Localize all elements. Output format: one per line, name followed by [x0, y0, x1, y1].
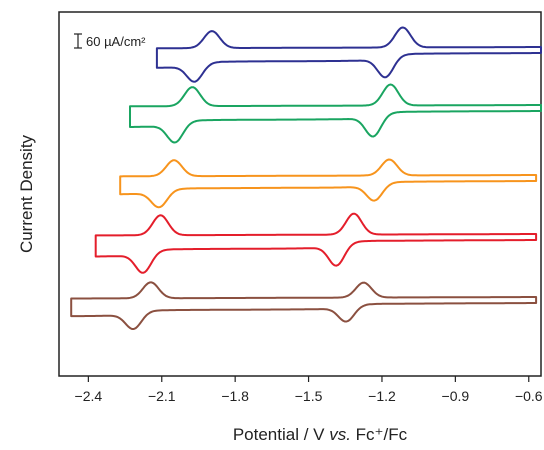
- x-tick-label: −1.2: [368, 388, 396, 404]
- cv-trace-1: [155, 26, 542, 83]
- cv-trace-2: [129, 83, 542, 144]
- x-tick-label: −2.1: [148, 388, 176, 404]
- x-tick-label: −0.6: [515, 388, 543, 404]
- x-axis-ticks: −2.4 −2.1 −1.8 −1.5 −1.2 −0.9 −0.6: [75, 376, 543, 404]
- x-tick-label: −0.9: [442, 388, 470, 404]
- x-axis-label: Potential / V vs. Fc⁺/Fc: [233, 425, 408, 444]
- x-tick-label: −2.4: [75, 388, 103, 404]
- plot-frame: [58, 11, 542, 377]
- scale-bar-label: 60 µA/cm²: [86, 34, 146, 49]
- x-axis-label-prefix: Potential / V: [233, 425, 329, 444]
- cv-trace-5: [70, 281, 538, 330]
- x-axis-label-suffix: Fc⁺/Fc: [351, 425, 408, 444]
- x-axis-label-italic: vs.: [329, 425, 351, 444]
- x-tick-label: −1.8: [221, 388, 249, 404]
- cv-trace-3: [119, 158, 538, 209]
- scale-bar: 60 µA/cm²: [74, 33, 146, 49]
- x-tick-label: −1.5: [295, 388, 323, 404]
- y-axis-label: Current Density: [17, 134, 36, 253]
- cv-trace-4: [94, 212, 538, 274]
- series-group: [70, 26, 542, 330]
